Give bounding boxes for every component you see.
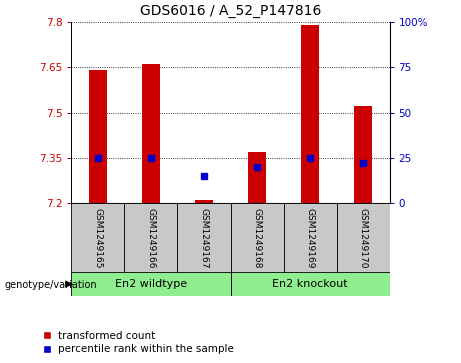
Text: GSM1249168: GSM1249168 <box>253 208 261 269</box>
Bar <box>230 203 284 274</box>
Text: En2 knockout: En2 knockout <box>272 279 348 289</box>
Text: genotype/variation: genotype/variation <box>5 280 97 290</box>
Bar <box>195 200 213 203</box>
Bar <box>337 203 390 274</box>
Text: GSM1249170: GSM1249170 <box>359 208 367 269</box>
Text: En2 wildtype: En2 wildtype <box>115 279 187 289</box>
Legend: transformed count, percentile rank within the sample: transformed count, percentile rank withi… <box>42 331 234 354</box>
Bar <box>248 152 266 203</box>
Bar <box>177 203 230 274</box>
Bar <box>284 203 337 274</box>
Bar <box>301 25 319 203</box>
Text: GSM1249167: GSM1249167 <box>200 208 208 269</box>
Title: GDS6016 / A_52_P147816: GDS6016 / A_52_P147816 <box>140 4 321 18</box>
Bar <box>124 203 177 274</box>
Bar <box>71 272 230 296</box>
Bar <box>142 64 160 203</box>
Bar <box>89 70 107 203</box>
Bar <box>230 272 390 296</box>
Text: GSM1249169: GSM1249169 <box>306 208 314 269</box>
Bar <box>71 203 124 274</box>
Text: GSM1249166: GSM1249166 <box>147 208 155 269</box>
Bar <box>354 106 372 203</box>
Text: GSM1249165: GSM1249165 <box>94 208 102 269</box>
